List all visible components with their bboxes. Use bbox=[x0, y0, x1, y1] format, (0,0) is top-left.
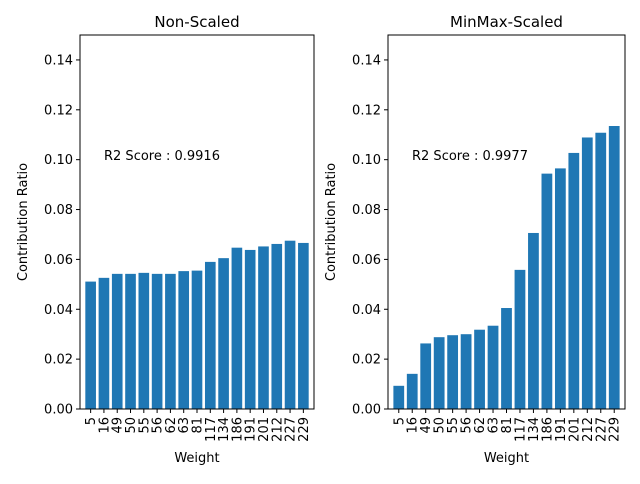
x-tick-label: 227 bbox=[284, 417, 299, 442]
y-tick-label: 0.12 bbox=[352, 103, 381, 118]
chart-panel-1: 0.000.020.040.060.080.100.120.1451649505… bbox=[16, 13, 315, 466]
bar bbox=[474, 329, 485, 409]
x-tick-label: 191 bbox=[554, 417, 569, 442]
bar bbox=[447, 335, 459, 409]
y-tick-label: 0.06 bbox=[352, 253, 381, 268]
x-tick-label: 227 bbox=[594, 417, 609, 442]
y-tick-label: 0.04 bbox=[44, 303, 73, 318]
y-tick-label: 0.12 bbox=[44, 103, 73, 118]
x-axis-label: Weight bbox=[174, 451, 219, 466]
bar bbox=[514, 269, 526, 409]
x-tick-label: 63 bbox=[487, 417, 502, 434]
bar bbox=[501, 308, 512, 409]
x-tick-label: 134 bbox=[217, 417, 232, 442]
y-axis-label: Contribution Ratio bbox=[16, 163, 31, 281]
y-tick-label: 0.10 bbox=[352, 153, 381, 168]
x-tick-label: 186 bbox=[230, 417, 245, 442]
bar bbox=[111, 273, 123, 409]
bar bbox=[568, 152, 580, 409]
bar bbox=[487, 325, 499, 409]
x-tick-label: 186 bbox=[540, 417, 555, 442]
bar bbox=[98, 277, 110, 409]
bar bbox=[191, 270, 203, 409]
y-tick-label: 0.06 bbox=[44, 253, 73, 268]
bar bbox=[581, 137, 593, 410]
bar bbox=[595, 132, 607, 410]
x-tick-label: 229 bbox=[608, 417, 623, 442]
r2-score-annotation: R2 Score : 0.9977 bbox=[412, 149, 528, 164]
x-tick-label: 117 bbox=[513, 417, 528, 442]
bar bbox=[460, 334, 472, 409]
x-tick-label: 212 bbox=[270, 417, 285, 442]
x-tick-label: 5 bbox=[392, 417, 407, 425]
bar bbox=[204, 261, 216, 409]
x-tick-label: 201 bbox=[257, 417, 272, 442]
x-tick-label: 16 bbox=[97, 417, 112, 434]
y-axis-label: Contribution Ratio bbox=[324, 163, 339, 281]
chart-title: MinMax-Scaled bbox=[450, 13, 563, 31]
x-tick-label: 55 bbox=[446, 417, 461, 434]
bar bbox=[258, 246, 269, 409]
x-axis-label: Weight bbox=[484, 451, 529, 466]
x-tick-label: 81 bbox=[500, 417, 515, 434]
x-tick-label: 55 bbox=[137, 417, 152, 434]
x-tick-label: 50 bbox=[124, 417, 139, 434]
x-tick-label: 191 bbox=[244, 417, 259, 442]
y-tick-label: 0.14 bbox=[44, 53, 73, 68]
y-tick-label: 0.10 bbox=[44, 153, 73, 168]
x-tick-label: 134 bbox=[527, 417, 542, 442]
bar bbox=[138, 272, 150, 409]
y-tick-label: 0.04 bbox=[352, 303, 381, 318]
x-tick-label: 16 bbox=[406, 417, 421, 434]
x-tick-label: 212 bbox=[581, 417, 596, 442]
chart-title: Non-Scaled bbox=[154, 13, 239, 31]
x-tick-label: 62 bbox=[164, 417, 179, 434]
bar bbox=[608, 126, 620, 409]
x-tick-label: 50 bbox=[433, 417, 448, 434]
bar bbox=[165, 273, 176, 409]
bar bbox=[271, 243, 283, 409]
bar bbox=[178, 271, 190, 409]
bar bbox=[554, 168, 566, 409]
y-tick-label: 0.08 bbox=[44, 203, 73, 218]
x-tick-label: 81 bbox=[191, 417, 206, 434]
bar bbox=[231, 247, 243, 409]
x-tick-label: 229 bbox=[297, 417, 312, 442]
x-tick-label: 56 bbox=[460, 417, 475, 434]
bar bbox=[420, 343, 432, 409]
bar bbox=[151, 273, 163, 409]
bar bbox=[433, 337, 445, 409]
bar bbox=[244, 249, 256, 409]
bar bbox=[406, 373, 418, 409]
x-tick-label: 201 bbox=[567, 417, 582, 442]
bar bbox=[393, 385, 405, 409]
bar bbox=[85, 281, 96, 409]
y-tick-label: 0.00 bbox=[352, 403, 381, 418]
bar bbox=[541, 173, 553, 409]
bar bbox=[218, 258, 229, 409]
bar bbox=[298, 242, 309, 409]
y-tick-label: 0.00 bbox=[44, 403, 73, 418]
chart-panel-2: 0.000.020.040.060.080.100.120.1451649505… bbox=[324, 13, 626, 466]
x-tick-label: 63 bbox=[177, 417, 192, 434]
r2-score-annotation: R2 Score : 0.9916 bbox=[104, 149, 220, 164]
bar bbox=[528, 232, 539, 409]
y-tick-label: 0.02 bbox=[352, 353, 381, 368]
x-tick-label: 56 bbox=[151, 417, 166, 434]
y-tick-label: 0.14 bbox=[352, 53, 381, 68]
bar bbox=[284, 240, 296, 409]
y-tick-label: 0.08 bbox=[352, 203, 381, 218]
x-tick-label: 117 bbox=[204, 417, 219, 442]
x-tick-label: 62 bbox=[473, 417, 488, 434]
x-tick-label: 49 bbox=[111, 417, 126, 434]
x-tick-label: 49 bbox=[419, 417, 434, 434]
bar bbox=[125, 273, 136, 409]
y-tick-label: 0.02 bbox=[44, 353, 73, 368]
x-tick-label: 5 bbox=[84, 417, 99, 425]
